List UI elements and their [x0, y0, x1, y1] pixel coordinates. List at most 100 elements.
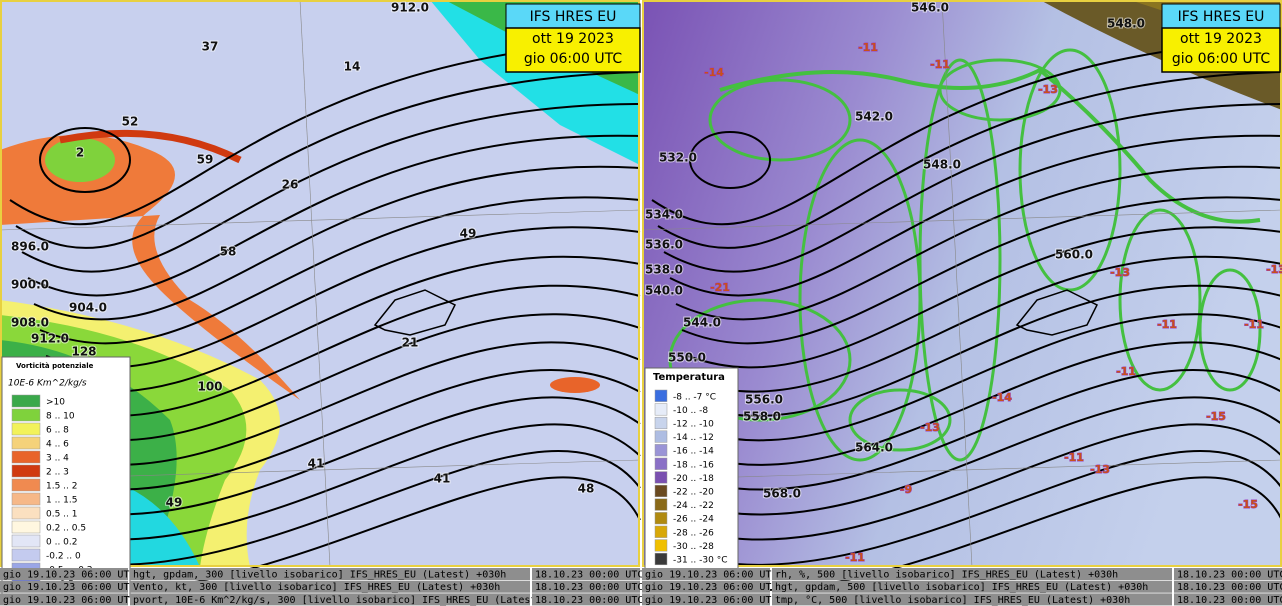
header-time: gio 06:00 UTC — [1172, 51, 1271, 67]
footer-valid: gio 19.10.23 06:00 UTC — [645, 570, 777, 581]
contour-label: 49 — [460, 227, 477, 241]
legend-label: -24 .. -22 — [673, 501, 714, 511]
legend-swatch — [11, 534, 41, 548]
legend-swatch — [654, 498, 668, 511]
header-model: IFS HRES EU — [1178, 9, 1265, 25]
legend-title: Vorticità potenziale — [16, 362, 94, 370]
footer-valid: gio 19.10.23 06:00 UTC — [645, 595, 777, 606]
height-contour — [729, 423, 1282, 541]
height-contour — [699, 284, 1282, 417]
height-contour — [663, 103, 1282, 273]
legend-label: 6 .. 8 — [46, 426, 69, 436]
header-date-box — [505, 27, 641, 73]
height-contour — [705, 313, 1282, 442]
footer-cell — [0, 593, 128, 606]
temp-label: -11 — [858, 41, 878, 54]
legend-swatch — [11, 450, 41, 464]
contour-label: 37 — [202, 40, 219, 54]
footer-cell — [532, 593, 640, 606]
height-contour — [723, 396, 1282, 516]
legend-label: 0.5 .. 1 — [46, 510, 77, 520]
legend-swatch — [11, 422, 41, 436]
rh-contour — [848, 388, 952, 452]
legend-title: Temperatura — [653, 372, 725, 383]
temp-label: -9 — [900, 483, 912, 496]
legend-unit: 10E-6 Km^2/kg/s — [8, 379, 87, 389]
legend-label: -10 .. -8 — [673, 406, 708, 416]
contour-label: 14 — [344, 60, 361, 74]
legend-label: -16 .. -14 — [673, 447, 714, 457]
legend-swatch — [11, 394, 41, 408]
height-contour — [657, 71, 1282, 249]
height-contour — [57, 284, 641, 417]
footer-cell — [642, 593, 770, 606]
legend-swatch — [11, 464, 41, 478]
contour-label: 542.0 — [855, 110, 893, 124]
rh-contour — [918, 58, 1002, 462]
legend-swatch — [654, 525, 668, 538]
pv-area — [45, 138, 115, 182]
contour-label: 26 — [282, 178, 299, 192]
contour-label: 546.0 — [911, 1, 949, 15]
footer-cell — [532, 580, 640, 593]
contour-label: 536.0 — [645, 238, 683, 252]
contours — [641, 0, 1282, 592]
legend-label: 4 .. 6 — [46, 440, 69, 450]
temp-label: -15 — [1238, 498, 1258, 511]
height-contour — [81, 396, 641, 516]
rh-contour — [1018, 48, 1122, 292]
footer-valid: gio 19.10.23 06:00 UTC — [645, 582, 777, 593]
height-contour — [669, 134, 1282, 297]
footer-valid: gio 19.10.23 06:00 UTC — [3, 582, 135, 593]
footer-desc: pvort, 10E-6 Km^2/kg/s, 300 [livello iso… — [133, 595, 579, 606]
legend-swatch — [654, 512, 668, 525]
pv-streak — [59, 129, 242, 164]
legend-swatch — [654, 416, 668, 430]
legend-label: -30 .. -28 — [673, 542, 714, 552]
contour-label: 48 — [578, 482, 595, 496]
contours — [0, 0, 641, 592]
legend-swatch — [654, 539, 668, 552]
header-time: gio 06:00 UTC — [524, 51, 623, 67]
footer-cell — [1174, 580, 1282, 593]
legend-swatch — [11, 492, 41, 506]
legend-swatch — [654, 484, 668, 498]
footer-desc: hgt, gpdam, 500 [livello isobarico] IFS_… — [775, 582, 1148, 593]
height-contour — [69, 341, 641, 466]
rh-contour — [719, 67, 1261, 224]
footer-cell — [772, 580, 1172, 593]
legend-label: 3 .. 4 — [46, 454, 69, 464]
temp-label: -13 — [1266, 263, 1282, 276]
height-contour — [21, 103, 641, 273]
temp-label: -13 — [1038, 83, 1058, 96]
contour-label: 41 — [434, 472, 451, 486]
legend-label: -31 .. -30 °C — [673, 556, 728, 566]
contour-label: 560.0 — [1055, 248, 1093, 262]
temp-label: -11 — [1157, 318, 1177, 331]
temp-label: -15 — [1206, 410, 1226, 423]
legend-label: -28 .. -26 — [673, 528, 714, 538]
footer-run: 18.10.23 00:00 UTC — [535, 595, 643, 606]
legend-label: -8 .. -7 °C — [673, 392, 716, 402]
footer-cell — [0, 580, 128, 593]
contour-label: 564.0 — [855, 441, 893, 455]
footer-desc: tmp, °C, 500 [livello isobarico] IFS_HRE… — [775, 595, 1130, 606]
graticule — [0, 209, 641, 231]
contour-label: 550.0 — [668, 351, 706, 365]
header-model: IFS HRES EU — [530, 9, 617, 25]
header-model-box — [1161, 3, 1281, 29]
contour-label: 896.0 — [11, 240, 49, 254]
rh-contour — [708, 78, 852, 162]
legend-box — [644, 367, 739, 574]
legend-label: >10 — [46, 398, 65, 408]
footer-desc: Vento, kt, 300 [livello isobarico] IFS_H… — [133, 582, 500, 593]
height-contour — [687, 226, 1282, 369]
legend-label: -12 .. -10 — [673, 420, 714, 430]
legend-swatch — [654, 552, 668, 566]
map-background — [642, 0, 1282, 567]
temp-label: -13 — [1110, 266, 1130, 279]
contour-label: 58 — [220, 245, 237, 259]
contour-label: 568.0 — [763, 487, 801, 501]
rh-contour — [1118, 208, 1202, 392]
height-contour — [27, 134, 641, 297]
